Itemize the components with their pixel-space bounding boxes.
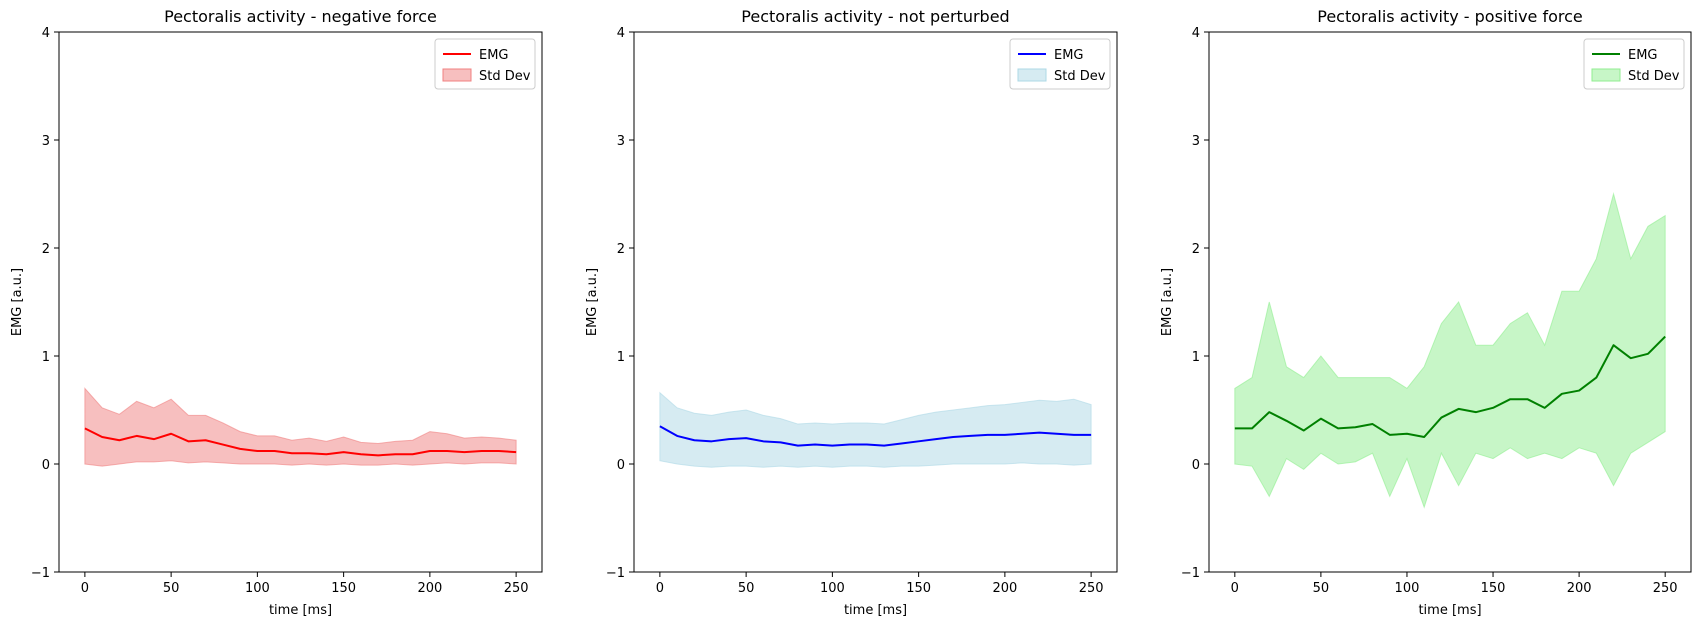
x-tick-label: 100 — [1395, 581, 1420, 596]
y-axis-label: EMG [a.u.] — [1160, 268, 1175, 336]
y-tick-label: 0 — [617, 458, 625, 473]
chart-title: Pectoralis activity - negative force — [164, 7, 437, 26]
y-tick-label: −1 — [606, 566, 625, 581]
x-tick-label: 150 — [1481, 581, 1506, 596]
y-tick-label: 1 — [42, 350, 50, 365]
axes-frame — [1208, 31, 1692, 573]
y-tick-label: 1 — [1192, 350, 1200, 365]
x-tick-label: 200 — [992, 581, 1017, 596]
x-tick-label: 0 — [656, 581, 664, 596]
x-tick-label: 150 — [331, 581, 356, 596]
x-tick-label: 200 — [417, 581, 442, 596]
x-axis-label: time [ms] — [844, 603, 907, 618]
x-tick-label: 200 — [1567, 581, 1592, 596]
y-tick-label: 1 — [617, 350, 625, 365]
y-tick-label: 0 — [1192, 458, 1200, 473]
x-tick-label: 0 — [81, 581, 89, 596]
y-tick-label: 4 — [42, 26, 50, 41]
emg-line — [659, 425, 1092, 447]
y-tick-label: 2 — [1192, 242, 1200, 257]
x-tick-label: 250 — [1079, 581, 1104, 596]
chart-title: Pectoralis activity - positive force — [1317, 7, 1583, 26]
x-axis-label: time [ms] — [269, 603, 332, 618]
std-dev-band — [659, 391, 1092, 468]
x-tick-label: 0 — [1231, 581, 1239, 596]
y-tick-label: 4 — [1192, 26, 1200, 41]
y-tick-label: 2 — [617, 242, 625, 257]
y-tick-label: 3 — [1192, 134, 1200, 149]
legend-emg-label: EMG — [1054, 48, 1084, 63]
y-tick-label: −1 — [31, 566, 50, 581]
x-tick-label: 100 — [245, 581, 270, 596]
legend-std-dev-label: Std Dev — [479, 69, 531, 84]
y-axis-label: EMG [a.u.] — [585, 268, 600, 336]
chart-panel-1: Pectoralis activity - negative force 0 50 1… — [10, 7, 543, 618]
y-tick-label: 3 — [42, 134, 50, 149]
x-tick-label: 250 — [504, 581, 529, 596]
legend-std-dev-label: Std Dev — [1628, 69, 1680, 84]
legend-std-dev-swatch — [442, 68, 472, 82]
legend: EMG Std Dev — [1583, 38, 1685, 90]
y-tick-label: 0 — [42, 458, 50, 473]
legend-std-dev-swatch — [1591, 68, 1621, 82]
axes-frame — [58, 31, 543, 573]
chart-title: Pectoralis activity - not perturbed — [741, 7, 1009, 26]
y-tick-label: −1 — [1181, 566, 1200, 581]
y-tick-label: 2 — [42, 242, 50, 257]
x-tick-label: 150 — [906, 581, 931, 596]
legend-emg-label: EMG — [1628, 48, 1658, 63]
x-tick-label: 50 — [738, 581, 755, 596]
x-tick-label: 50 — [163, 581, 180, 596]
x-axis-label: time [ms] — [1418, 603, 1481, 618]
legend: EMG Std Dev — [434, 38, 536, 90]
legend-std-dev-swatch — [1017, 68, 1047, 82]
emg-line — [84, 427, 517, 457]
y-tick-label: 3 — [617, 134, 625, 149]
chart-panel-3: Pectoralis activity - positive force 0 50 1… — [1160, 7, 1692, 618]
x-tick-label: 50 — [1313, 581, 1330, 596]
legend: EMG Std Dev — [1009, 38, 1111, 90]
x-tick-label: 100 — [820, 581, 845, 596]
x-tick-label: 250 — [1653, 581, 1678, 596]
y-axis-label: EMG [a.u.] — [10, 268, 25, 336]
axes-frame — [633, 31, 1118, 573]
legend-emg-label: EMG — [479, 48, 509, 63]
emg-line — [1234, 335, 1666, 438]
legend-std-dev-label: Std Dev — [1054, 69, 1106, 84]
std-dev-band — [84, 387, 517, 467]
y-tick-label: 4 — [617, 26, 625, 41]
